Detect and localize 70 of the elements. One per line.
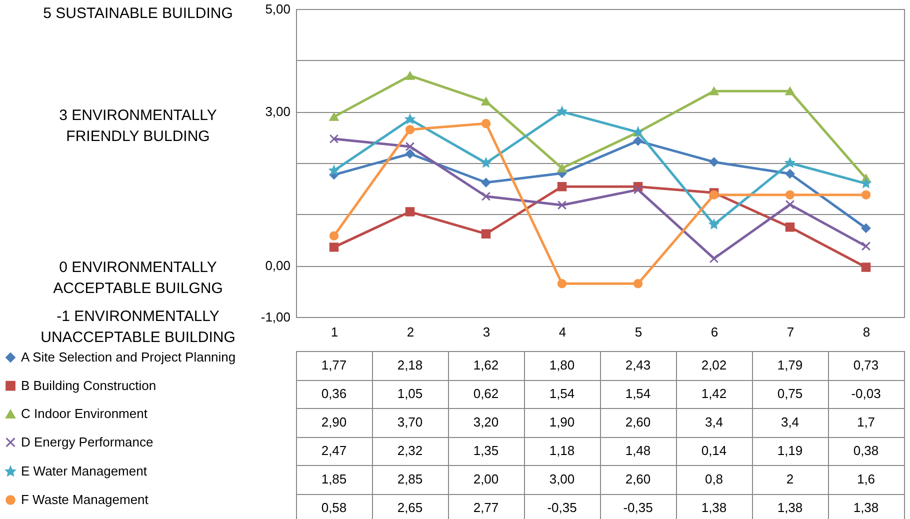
data-label: 1,38 [853,500,879,515]
x-tick-label: 6 [710,324,718,340]
text: 5 SUSTAINABLE BUILDING [43,5,233,22]
x-tick-label: 8 [862,324,870,340]
y-tick-label: 5,00 [265,2,290,16]
data-label: -0,35 [547,500,577,515]
data-label: 1,54 [625,386,651,401]
data-label: 2,90 [321,414,347,430]
data-label: 2,32 [397,442,423,458]
data-label: 1,80 [549,357,575,372]
data-label: 3,4 [704,414,724,430]
data-label: 0,8 [704,471,724,486]
data-label: 1,54 [549,386,575,401]
text: -1 ENVIRONMENTALLY UNACCEPTABLE BUILDING [40,308,236,346]
data-label: 0,62 [473,386,499,401]
data-label: 2,18 [397,357,423,372]
data-label: 0,75 [777,386,803,401]
data-label: 2,77 [473,500,499,515]
data-label: 2,43 [625,357,651,372]
data-label: 1,18 [549,442,575,458]
x-tick-label: 2 [406,324,414,340]
legend-label: D Energy Performance [21,434,154,450]
legend-label: E Water Management [21,464,148,479]
data-label: 2,60 [625,414,651,430]
data-label: 2,02 [701,357,727,372]
data-label: 1,05 [397,386,423,401]
x-tick-label: 3 [482,324,490,340]
text: 3 ENVIRONMENTALLY FRIENDLY BULDING [59,107,217,145]
x-tick-label: 7 [786,324,794,340]
data-label: 1,48 [625,442,651,458]
text: 0 ENVIRONMENTALLY ACCEPTABLE BUILGNG [53,259,223,297]
data-label: 1,38 [701,500,727,515]
data-label: 0,38 [853,442,879,458]
x-tick-label: 4 [558,324,566,340]
data-label: 1,90 [549,414,575,430]
data-label: -0,35 [623,500,653,515]
data-label: 0,73 [853,357,879,372]
legend-label: B Building Construction [21,378,156,393]
data-label: 2,60 [625,471,651,486]
data-label: 0,14 [701,442,727,458]
data-label: 1,77 [321,357,347,372]
data-label: 2,65 [397,500,423,515]
data-label: 1,6 [856,471,876,486]
legend-label: A Site Selection and Project Planning [21,350,236,364]
data-label: 1,35 [473,442,499,458]
legend-label: C Indoor Environment [21,406,148,422]
data-label: 0,36 [321,386,347,401]
data-label: 1,42 [701,386,727,401]
x-tick-label: 5 [634,324,642,340]
y-tick-label: 3,00 [265,104,290,120]
data-label: 1,19 [777,442,803,458]
legend-label: F Waste Management [21,492,149,507]
data-label: 3,20 [473,414,499,430]
data-label: 1,7 [856,414,876,430]
data-label: 2,00 [473,471,499,486]
data-label: 3,00 [549,471,575,486]
y-tick-label: -1,00 [260,310,290,324]
data-label: 0,58 [321,500,347,515]
data-label: 1,85 [321,471,347,486]
data-label: 2 [786,471,794,486]
data-label: 1,38 [777,500,803,515]
data-label: 3,4 [780,414,800,430]
data-label: 2,47 [321,442,347,458]
y-tick-label: 0,00 [265,258,290,274]
data-label: -0,03 [851,386,881,401]
data-label: 3,70 [397,414,423,430]
x-tick-label: 1 [330,324,338,340]
data-label: 1,62 [473,357,499,372]
data-label: 2,85 [397,471,423,486]
data-label: 1,79 [777,357,803,372]
